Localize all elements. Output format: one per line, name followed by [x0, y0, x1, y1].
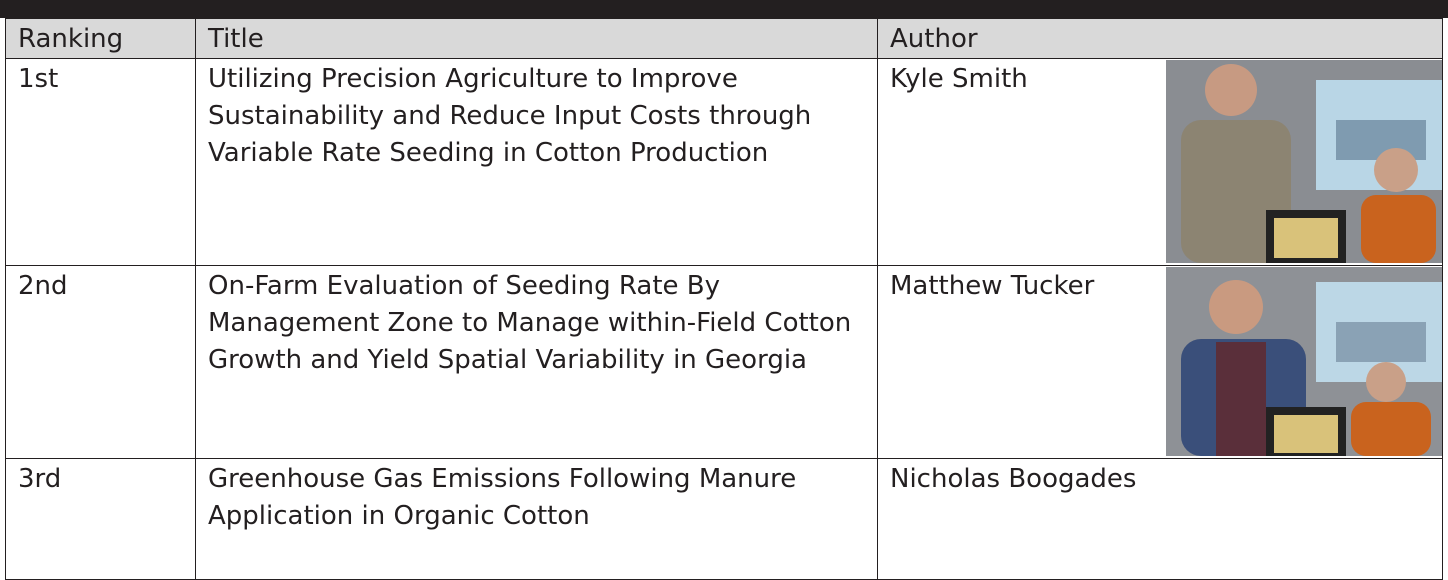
- ranking-cell: 3rd: [5, 458, 196, 580]
- ranking-cell: 2nd: [5, 265, 196, 459]
- page: {"table": {"headers": ["Ranking", "Title…: [0, 0, 1448, 570]
- award-photo: [1166, 60, 1442, 263]
- header-cell: Author: [877, 18, 1443, 59]
- title-cell: Greenhouse Gas Emissions Following Manur…: [195, 458, 878, 580]
- top-bar: [0, 0, 1448, 18]
- header-cell: Title: [195, 18, 878, 59]
- title-cell: Utilizing Precision Agriculture to Impro…: [195, 58, 878, 266]
- header-cell: Ranking: [5, 18, 196, 59]
- ranking-cell: 1st: [5, 58, 196, 266]
- author-cell: Nicholas Boogades: [877, 458, 1443, 580]
- award-photo: [1166, 267, 1442, 456]
- title-cell: On-Farm Evaluation of Seeding Rate By Ma…: [195, 265, 878, 459]
